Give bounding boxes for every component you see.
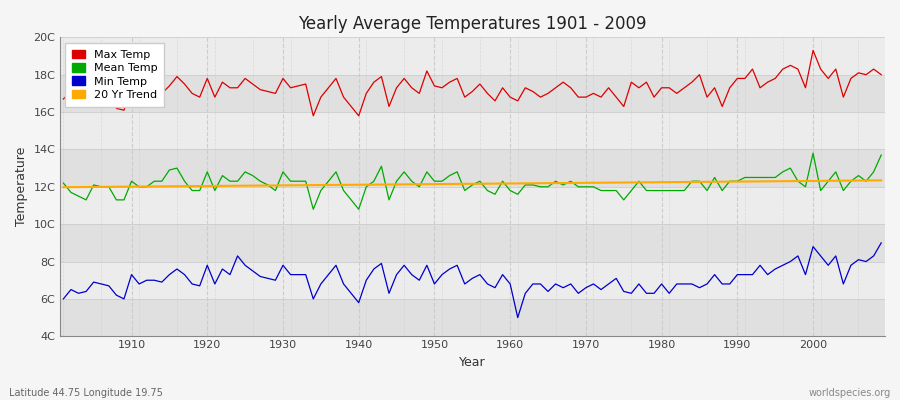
Legend: Max Temp, Mean Temp, Min Temp, 20 Yr Trend: Max Temp, Mean Temp, Min Temp, 20 Yr Tre… xyxy=(65,43,165,107)
Text: Latitude 44.75 Longitude 19.75: Latitude 44.75 Longitude 19.75 xyxy=(9,388,163,398)
Bar xyxy=(59,262,885,299)
X-axis label: Year: Year xyxy=(459,356,486,369)
Bar xyxy=(59,187,885,224)
Text: worldspecies.org: worldspecies.org xyxy=(809,388,891,398)
Y-axis label: Temperature: Temperature xyxy=(15,147,28,226)
Bar xyxy=(59,150,885,187)
Bar xyxy=(59,224,885,262)
Bar xyxy=(59,112,885,150)
Bar xyxy=(59,37,885,75)
Title: Yearly Average Temperatures 1901 - 2009: Yearly Average Temperatures 1901 - 2009 xyxy=(298,15,646,33)
Bar xyxy=(59,75,885,112)
Bar xyxy=(59,299,885,336)
